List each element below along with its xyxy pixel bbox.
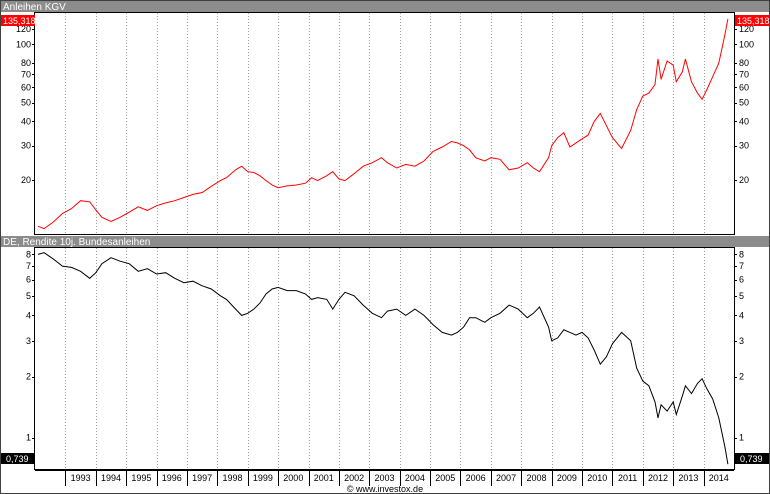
- ytick-label-right-top-50: 50: [739, 98, 749, 108]
- x-axis: 1993 1994 1995 1996 1997 1998 1999 2000 2001 2002…: [35, 470, 734, 486]
- ytick-label-right-bottom-4: 4: [739, 310, 744, 320]
- xtick-label-2012: 2012: [648, 473, 668, 483]
- xtick-label-2005: 2005: [435, 473, 455, 483]
- ytick-label-left-top-50: 50: [21, 98, 31, 108]
- ytick-label-right-top-40: 40: [739, 116, 749, 126]
- ytick-label-left-top-100: 100: [16, 39, 31, 49]
- ytick-label-left-bottom-5: 5: [26, 291, 31, 301]
- svg-text:0,739: 0,739: [6, 454, 29, 464]
- panel-top-last-value-left: 135,318: [1, 15, 36, 26]
- anleihen-kgv-line: [37, 18, 729, 230]
- ytick-label-left-bottom-6: 6: [26, 275, 31, 285]
- svg-text:135,318: 135,318: [3, 16, 36, 26]
- panel-top-plot-area: [34, 12, 735, 235]
- ytick-label-left-bottom-7: 7: [26, 261, 31, 271]
- ytick-label-left-top-80: 80: [21, 58, 31, 68]
- xtick-label-2008: 2008: [526, 473, 546, 483]
- panel-top-gridlines: [65, 13, 705, 234]
- panel-bottom-last-value-left: 0,739: [1, 453, 35, 464]
- xtick-label-1997: 1997: [192, 473, 212, 483]
- ytick-label-right-bottom-5: 5: [739, 291, 744, 301]
- panel-top-last-value-right: 135,318: [735, 15, 770, 26]
- panel-top-titlebar: [1, 1, 769, 12]
- xtick-label-1993: 1993: [71, 473, 91, 483]
- ytick-label-left-top-20: 20: [21, 175, 31, 185]
- ytick-label-left-top-60: 60: [21, 82, 31, 92]
- ytick-label-left-bottom-2: 2: [26, 372, 31, 382]
- xtick-label-1999: 1999: [253, 473, 273, 483]
- ytick-label-left-top-40: 40: [21, 116, 31, 126]
- xtick-label-2009: 2009: [557, 473, 577, 483]
- xtick-label-2011: 2011: [618, 473, 637, 483]
- xtick-label-2004: 2004: [405, 473, 425, 483]
- ytick-label-left-top-70: 70: [21, 69, 31, 79]
- panel-bottom-titlebar: [1, 236, 769, 247]
- panel-bottom-y-ticks-left: 1 2 3 4 5 6 7 8: [26, 249, 35, 443]
- xtick-label-2013: 2013: [678, 473, 698, 483]
- xtick-label-1994: 1994: [101, 473, 121, 483]
- panel-bottom-y-ticks-right: 1 2 3 4 5 6 7 8: [734, 249, 744, 443]
- ytick-label-right-bottom-8: 8: [739, 249, 744, 259]
- xtick-label-2001: 2001: [314, 473, 334, 483]
- xtick-label-2010: 2010: [587, 473, 607, 483]
- ytick-label-left-bottom-1: 1: [26, 433, 31, 443]
- ytick-label-right-bottom-1: 1: [739, 433, 744, 443]
- ytick-label-right-top-30: 30: [739, 141, 749, 151]
- ytick-label-left-bottom-4: 4: [26, 310, 31, 320]
- ytick-label-right-bottom-2: 2: [739, 372, 744, 382]
- ytick-label-left-bottom-3: 3: [26, 336, 31, 346]
- ytick-label-left-bottom-8: 8: [26, 249, 31, 259]
- xtick-label-2014: 2014: [709, 473, 729, 483]
- ytick-label-right-bottom-3: 3: [739, 336, 744, 346]
- panel-bottom-title: DE, Rendite 10j. Bundesanleihen: [3, 237, 150, 248]
- xtick-label-1995: 1995: [131, 473, 151, 483]
- xtick-label-2006: 2006: [466, 473, 486, 483]
- ytick-label-left-top-30: 30: [21, 141, 31, 151]
- bund-yield-line: [37, 252, 729, 465]
- xtick-label-2003: 2003: [374, 473, 394, 483]
- panel-bottom-last-value-right: 0,739: [735, 453, 769, 464]
- xtick-label-2002: 2002: [344, 473, 364, 483]
- ytick-label-right-top-80: 80: [739, 58, 749, 68]
- ytick-label-left-top-120: 120: [16, 24, 31, 34]
- xtick-label-2000: 2000: [283, 473, 303, 483]
- svg-text:0,739: 0,739: [740, 454, 763, 464]
- panel-bottom-gridlines: [65, 248, 705, 469]
- credit-text: © www.investox.de: [347, 484, 423, 494]
- xtick-label-1998: 1998: [223, 473, 243, 483]
- ytick-label-right-top-60: 60: [739, 82, 749, 92]
- ytick-label-right-top-120: 120: [739, 24, 754, 34]
- xtick-label-2007: 2007: [496, 473, 516, 483]
- ytick-label-right-bottom-7: 7: [739, 261, 744, 271]
- ytick-label-right-top-70: 70: [739, 69, 749, 79]
- ytick-label-right-top-100: 100: [739, 39, 754, 49]
- panel-top-title: Anleihen KGV: [3, 2, 66, 13]
- panel-bottom-plot-area: [34, 247, 735, 470]
- xtick-label-1996: 1996: [162, 473, 182, 483]
- ytick-label-right-bottom-6: 6: [739, 275, 744, 285]
- ytick-label-right-top-20: 20: [739, 175, 749, 185]
- svg-text:135,318: 135,318: [737, 16, 770, 26]
